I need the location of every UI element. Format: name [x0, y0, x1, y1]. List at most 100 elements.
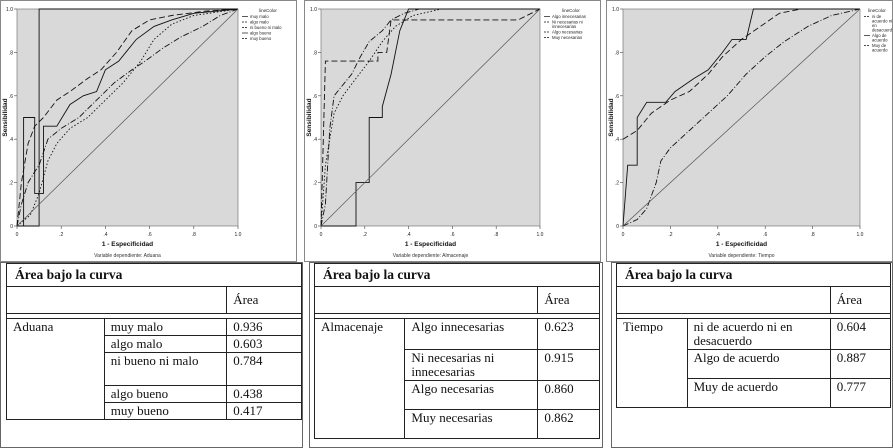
panel-almacenaje: 0 0 .2 .2 .4 .4 .6 .6 .8 .8 1.0 1.0 1 - Especificida…	[304, 0, 601, 448]
legend-label: acuerdo ni	[872, 19, 892, 24]
series-line	[17, 8, 238, 227]
y-tick-label: .4	[615, 137, 619, 143]
reference-line	[622, 8, 861, 227]
panel-aduana: 0 0 .2 .2 .4 .4 .6 .6 .8 .8 1.0 1.0 1 - Especificida…	[0, 0, 297, 448]
y-tick-label: .2	[313, 181, 317, 187]
auc-table-almacenaje: Área bajo la curva Área Almacenaje Algo …	[313, 263, 600, 439]
table-title: Área bajo la curva	[616, 263, 891, 287]
x-tick-label: .4	[716, 232, 720, 238]
x-tick-label: .6	[763, 232, 767, 238]
legend-label: algo bueno	[250, 31, 272, 36]
chart-caption: Variable dependiente: Almacenaje	[393, 253, 469, 259]
x-tick-label: .2	[59, 232, 63, 238]
row-value: 0.604	[829, 318, 892, 350]
y-tick-label: .8	[615, 50, 619, 56]
row-label: Muy de acuerdo	[686, 378, 831, 408]
variable-label: Almacenaje	[313, 318, 406, 439]
roc-svg-aduana: 00 .2 .2 .4 .4 .6 .6 .8 .8 1.0 1.0 1 - Especificida…	[2, 7, 282, 259]
x-tick-label: .6	[148, 232, 152, 238]
row-value: 0.915	[537, 349, 600, 381]
row-value: 0.417	[226, 402, 302, 420]
row-value: 0.438	[226, 385, 302, 403]
area-header: Área	[537, 286, 600, 314]
row-label: ni de acuerdo ni en desacuerdo	[686, 318, 831, 350]
x-tick-label: .4	[407, 232, 411, 238]
y-tick-label: 1.0	[612, 7, 619, 13]
panel-tiempo: 0 0 .2 .2 .4 .4 .6 .6 .8 .8 1.0 1.0 1 - Especificida…	[606, 0, 893, 448]
y-tick-label: .2	[9, 181, 13, 187]
y-tick-label: 0	[616, 224, 619, 230]
roc-chart-aduana: 0 0 .2 .2 .4 .4 .6 .6 .8 .8 1.0 1.0 1 - Especificida…	[0, 0, 297, 262]
auc-table-aduana: Área bajo la curva Área Aduana muy malo …	[5, 263, 302, 420]
legend-label: muy malo	[250, 14, 269, 19]
x-tick-label: .2	[363, 232, 367, 238]
chart-caption: Variable dependiente: Tiempo	[708, 253, 774, 259]
reference-line	[16, 8, 239, 227]
y-tick-label: .8	[9, 50, 13, 56]
y-axis-label: Sensibilidad	[306, 98, 313, 136]
row-value: 0.623	[537, 318, 600, 350]
legend-label: Muy necesarias	[552, 35, 582, 40]
row-label: algo bueno	[103, 385, 228, 403]
series-line	[321, 8, 540, 227]
table-title: Área bajo la curva	[314, 263, 600, 287]
legend-label: muy bueno	[250, 36, 272, 41]
auc-table-tiempo: Área bajo la curva Área Tiempo ni de acu…	[616, 263, 892, 408]
series-line	[622, 8, 860, 140]
variable-label: Tiempo	[616, 318, 688, 408]
series-line	[622, 8, 860, 227]
legend-label: acuerdo	[872, 38, 888, 43]
y-tick-label: 1.0	[6, 7, 13, 13]
y-tick-label: .2	[615, 181, 619, 187]
legend-label: Muy de	[872, 43, 887, 48]
row-value: 0.784	[226, 352, 302, 386]
x-tick-label: .4	[103, 232, 107, 238]
x-axis-label: 1 - Especificidad	[102, 241, 153, 248]
row-value: 0.603	[226, 335, 302, 353]
row-value: 0.887	[829, 349, 892, 379]
x-axis-label: 1 - Especificidad	[716, 241, 767, 248]
roc-svg-tiempo: 00 .2 .2 .4 .4 .6 .6 .8 .8 1.0 1.0 1 - Especificida…	[608, 7, 893, 259]
area-header: Área	[829, 286, 892, 314]
series-line	[16, 8, 239, 227]
y-tick-label: 1.0	[310, 7, 317, 13]
x-tick-label: 1.0	[537, 232, 544, 238]
x-tick-label: .6	[450, 232, 454, 238]
legend-title: lineColor	[259, 8, 277, 13]
row-value: 0.860	[537, 380, 600, 410]
y-tick-label: 0	[10, 224, 13, 230]
row-label: algo malo	[103, 335, 228, 353]
variable-label: Aduana	[6, 318, 105, 420]
legend-label: acuerdo	[872, 48, 888, 53]
roc-chart-tiempo: 0 0 .2 .2 .4 .4 .6 .6 .8 .8 1.0 1.0 1 - Especificida…	[606, 0, 893, 262]
legend-label: Ni necesarias ni	[552, 20, 583, 25]
legend-label: ni de	[872, 14, 882, 19]
row-label: muy bueno	[103, 402, 228, 420]
y-tick-label: .6	[9, 94, 13, 100]
row-label: ni bueno ni malo	[103, 352, 228, 386]
series-line	[320, 8, 541, 227]
series-line	[320, 8, 540, 227]
x-tick-label: .2	[668, 232, 672, 238]
row-label: Ni necesarias ni innecesarias	[404, 349, 539, 381]
legend-title: lineColor	[562, 8, 580, 13]
legend-label: innecesarias	[552, 24, 576, 29]
y-axis-label: Sensibilidad	[608, 98, 615, 136]
y-tick-label: 0	[314, 224, 317, 230]
x-tick-label: 0	[320, 232, 323, 238]
x-tick-label: .8	[494, 232, 498, 238]
area-header: Área	[226, 286, 302, 314]
series-line	[16, 8, 239, 227]
reference-line	[320, 8, 541, 227]
x-tick-label: .8	[811, 232, 815, 238]
row-label: Muy necesarias	[404, 409, 539, 439]
legend-label: Algo innecesarias	[552, 14, 586, 19]
y-tick-label: .6	[615, 94, 619, 100]
series-line	[622, 8, 861, 227]
x-tick-label: 1.0	[235, 232, 242, 238]
series-line	[16, 8, 239, 227]
series-line	[17, 8, 239, 227]
legend-label: ni bueno ni malo	[250, 25, 282, 30]
y-tick-label: .4	[313, 137, 317, 143]
legend-label: algo malo	[250, 20, 269, 25]
